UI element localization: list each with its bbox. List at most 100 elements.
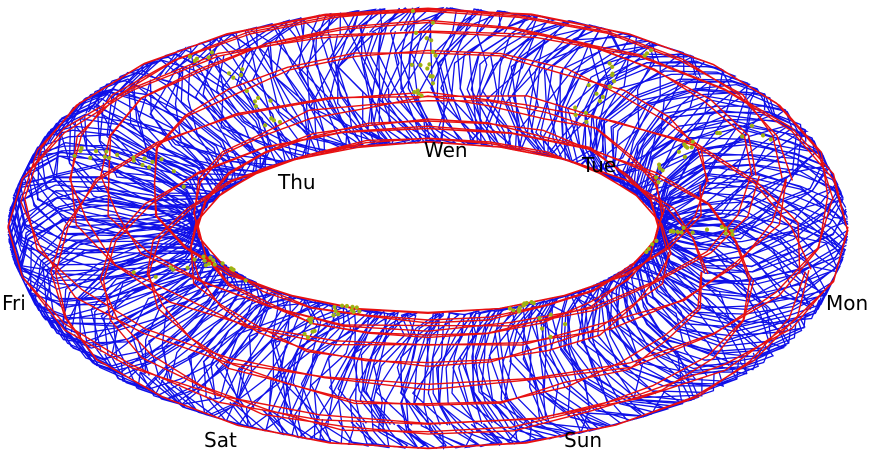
marker xyxy=(332,314,336,318)
marker xyxy=(705,228,709,232)
marker xyxy=(730,229,734,233)
marker xyxy=(683,155,687,159)
marker xyxy=(306,336,310,340)
marker xyxy=(429,74,433,78)
marker xyxy=(311,330,315,334)
torus-wireframe xyxy=(8,8,848,449)
day-label: Thu xyxy=(277,170,316,194)
marker xyxy=(352,310,356,314)
marker xyxy=(203,259,207,263)
marker xyxy=(73,154,77,158)
marker xyxy=(256,96,260,100)
marker xyxy=(115,153,119,157)
marker xyxy=(549,313,553,317)
marker xyxy=(209,256,213,260)
marker xyxy=(141,163,145,167)
marker xyxy=(434,54,438,58)
marker xyxy=(107,156,111,160)
marker xyxy=(132,159,136,163)
marker xyxy=(232,76,236,80)
marker xyxy=(426,67,430,71)
marker xyxy=(105,150,109,154)
marker xyxy=(278,120,282,124)
marker xyxy=(229,267,233,271)
marker xyxy=(89,156,93,160)
marker xyxy=(645,52,649,56)
marker xyxy=(657,163,661,167)
marker xyxy=(351,305,355,309)
marker xyxy=(221,262,225,266)
marker xyxy=(212,259,216,263)
marker xyxy=(195,57,199,61)
marker xyxy=(333,305,337,309)
wire xyxy=(401,313,444,448)
marker xyxy=(207,262,211,266)
marker xyxy=(649,49,653,53)
marker xyxy=(598,99,602,103)
marker xyxy=(94,149,98,153)
marker xyxy=(210,51,214,55)
marker xyxy=(587,83,591,87)
marker xyxy=(154,275,158,279)
marker xyxy=(654,176,658,180)
torus-view: Mon Tue Wen Thu Fri Sat Sun xyxy=(0,0,877,450)
day-label: Sun xyxy=(564,428,602,450)
marker xyxy=(420,94,424,98)
marker xyxy=(657,181,661,185)
marker xyxy=(645,250,649,254)
marker xyxy=(724,227,728,231)
marker xyxy=(186,266,190,270)
marker xyxy=(79,149,83,153)
marker xyxy=(182,185,186,189)
marker xyxy=(143,157,147,161)
marker xyxy=(240,68,244,72)
marker xyxy=(429,39,433,43)
marker xyxy=(254,105,258,109)
marker xyxy=(239,73,243,77)
marker xyxy=(523,302,527,306)
marker xyxy=(355,306,359,310)
marker xyxy=(731,233,735,237)
marker xyxy=(202,255,206,259)
marker xyxy=(769,138,773,142)
marker xyxy=(608,62,612,66)
marker xyxy=(538,316,542,320)
marker xyxy=(411,9,415,13)
marker xyxy=(147,166,151,170)
marker xyxy=(207,56,211,60)
day-label: Mon xyxy=(826,291,868,315)
marker xyxy=(658,166,662,170)
marker xyxy=(244,279,248,283)
marker xyxy=(425,36,429,40)
marker xyxy=(431,21,435,25)
marker xyxy=(563,322,567,326)
day-label: Tue xyxy=(581,153,616,177)
marker xyxy=(303,332,307,336)
marker xyxy=(253,100,257,104)
marker xyxy=(672,230,676,234)
marker xyxy=(549,335,553,339)
marker xyxy=(720,225,724,229)
marker xyxy=(530,300,534,304)
marker xyxy=(518,307,522,311)
marker xyxy=(410,63,414,67)
marker xyxy=(680,231,684,235)
marker xyxy=(188,55,192,59)
marker xyxy=(573,106,577,110)
marker xyxy=(412,90,416,94)
marker xyxy=(419,63,423,67)
marker xyxy=(540,327,544,331)
marker xyxy=(608,85,612,89)
marker xyxy=(431,82,435,86)
marker xyxy=(132,271,136,275)
marker xyxy=(647,247,651,251)
marker xyxy=(574,113,578,117)
marker xyxy=(417,92,421,96)
marker xyxy=(193,258,197,262)
marker xyxy=(761,134,765,138)
marker xyxy=(336,312,340,316)
marker xyxy=(431,50,435,54)
marker xyxy=(334,309,338,313)
marker xyxy=(683,143,687,147)
marker xyxy=(245,89,249,93)
